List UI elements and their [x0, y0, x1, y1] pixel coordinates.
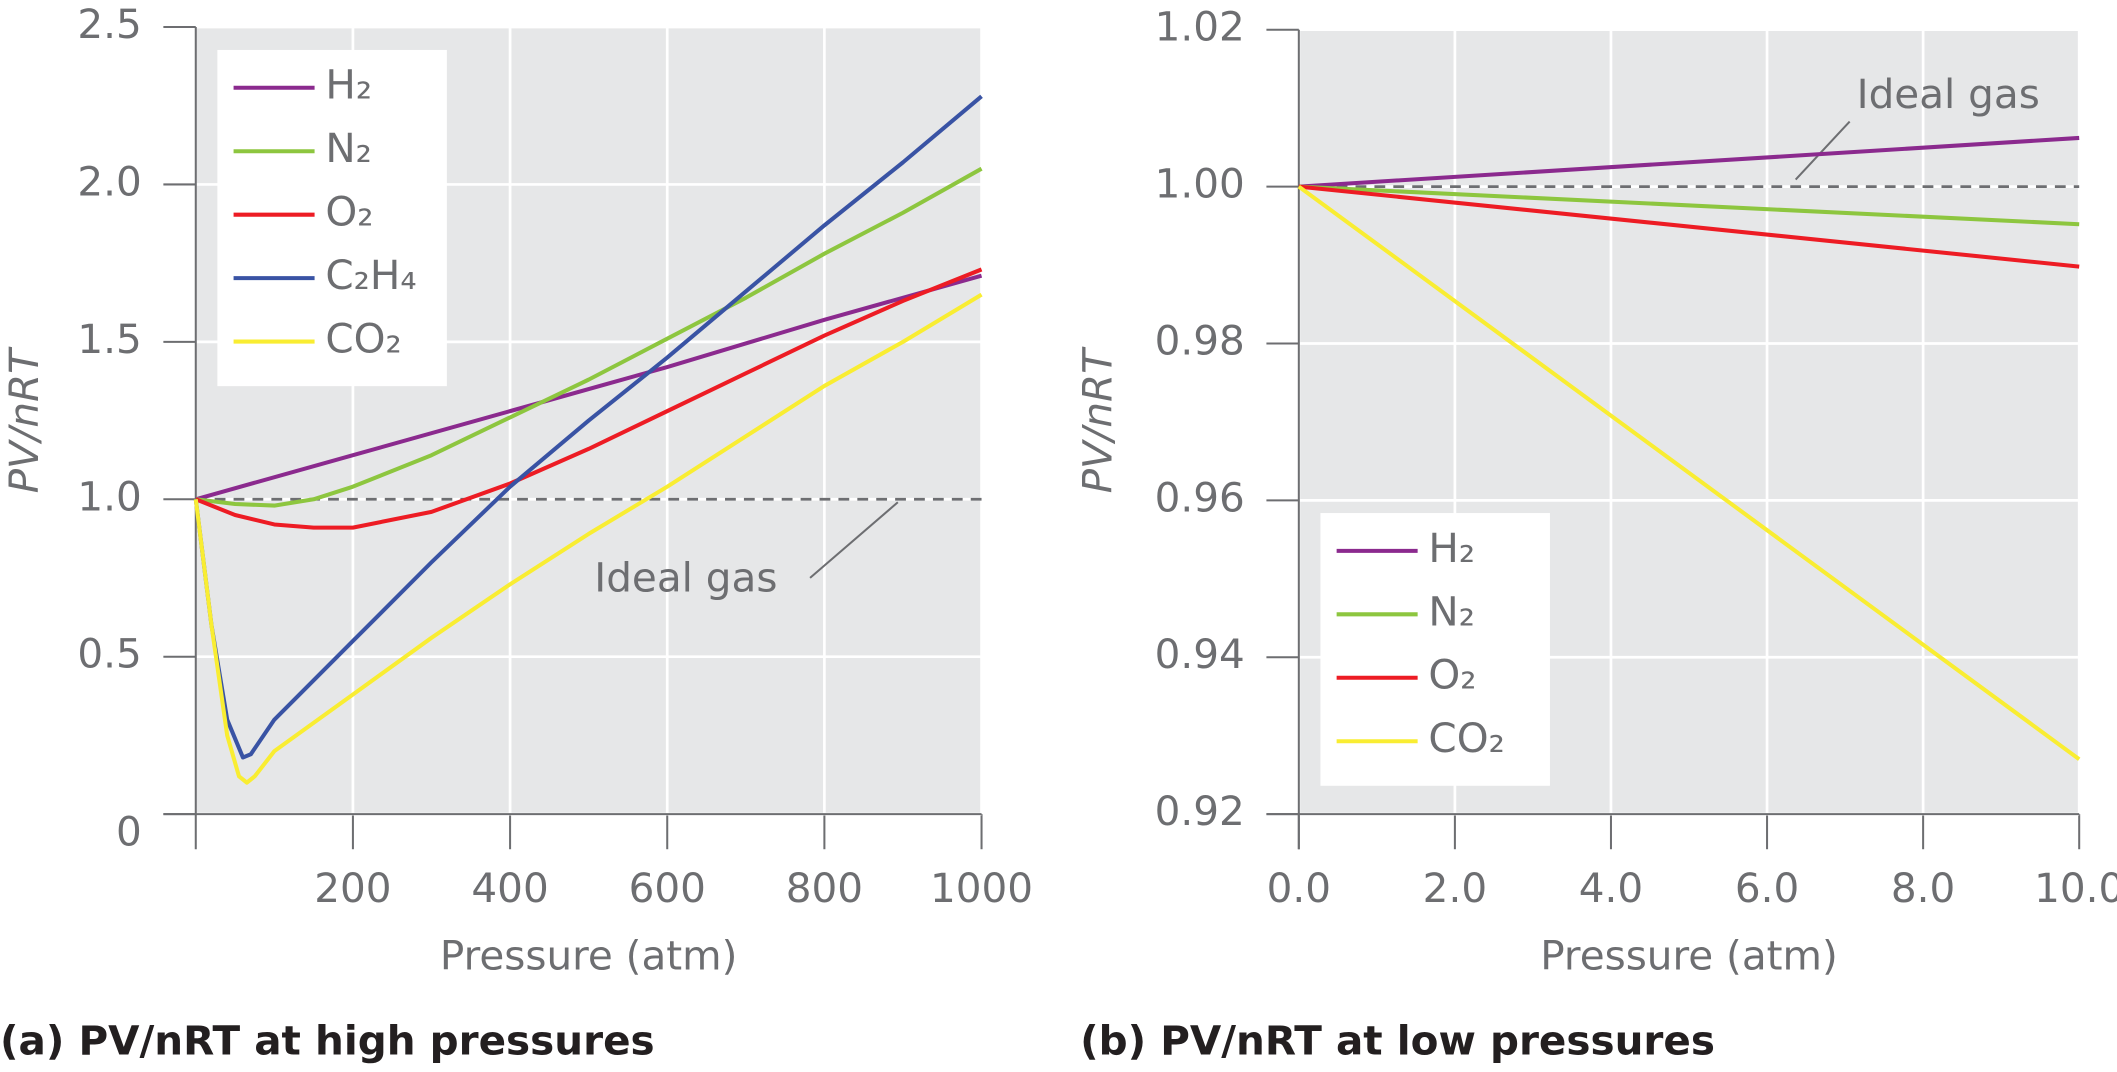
annotation-leader	[1794, 120, 1851, 181]
y-axis-label: PV/nRT	[1073, 346, 1121, 494]
y-tick-label: 1.02	[1155, 3, 1245, 51]
legend-box	[217, 49, 447, 387]
caption: (b) PV/nRT at low pressures	[1080, 1017, 1715, 1065]
y-tick-label: 0.92	[1155, 787, 1245, 835]
y-tick-label: 2.5	[77, 0, 141, 48]
x-tick-label: 600	[629, 864, 706, 912]
legend-label: C₂H₄	[325, 251, 416, 299]
legend-label: N₂	[325, 124, 372, 172]
annotation: Ideal gas	[594, 554, 777, 602]
x-tick-label: 800	[786, 864, 863, 912]
y-tick-label: 1.00	[1155, 160, 1245, 208]
x-axis-label: Pressure (atm)	[440, 932, 738, 980]
y-tick-label: 0.96	[1155, 473, 1245, 521]
x-tick-label: 4.0	[1579, 864, 1643, 912]
series-line	[1297, 184, 2081, 761]
y-tick-label: 0.94	[1155, 630, 1245, 678]
series-line	[195, 273, 983, 502]
annotation-leader	[809, 501, 899, 579]
legend-label: CO₂	[1428, 714, 1504, 762]
y-axis-label: PV/nRT	[0, 346, 48, 494]
y-tick-label: 0.98	[1155, 316, 1245, 364]
x-axis-label: Pressure (atm)	[1540, 932, 1838, 980]
series-line	[195, 166, 983, 508]
y-tick-label: 1.0	[77, 472, 141, 520]
legend-label: N₂	[1428, 587, 1475, 635]
y-tick-label: 1.5	[77, 315, 141, 363]
legend-label: H₂	[325, 61, 372, 109]
legend-label: O₂	[1428, 651, 1476, 699]
x-tick-label: 400	[471, 864, 548, 912]
series-line	[1298, 135, 2080, 189]
x-tick-label: 1000	[930, 864, 1033, 912]
y-tick-label: 2.0	[77, 157, 141, 205]
legend-label: O₂	[325, 188, 373, 236]
series-line	[195, 267, 983, 530]
series-line	[1298, 184, 2080, 227]
x-tick-label: 10.0	[2034, 864, 2117, 912]
x-tick-label: 0.0	[1267, 864, 1331, 912]
series-line	[193, 292, 983, 785]
x-tick-label: 2.0	[1423, 864, 1487, 912]
x-tick-label: 8.0	[1891, 864, 1955, 912]
legend-label: CO₂	[325, 315, 401, 363]
legend-label: H₂	[1428, 524, 1475, 572]
x-tick-label: 6.0	[1735, 864, 1799, 912]
series-line	[1298, 184, 2080, 269]
y-tick-label: 0	[116, 807, 142, 855]
x-tick-label: 200	[314, 864, 391, 912]
y-tick-label: 0.5	[77, 630, 141, 678]
series-line	[193, 94, 983, 760]
caption: (a) PV/nRT at high pressures	[0, 1017, 655, 1065]
annotation: Ideal gas	[1857, 70, 2040, 118]
